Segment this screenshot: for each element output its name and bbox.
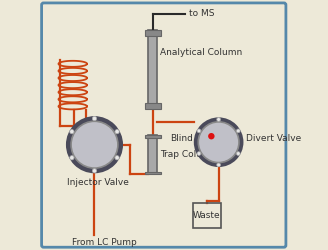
- Circle shape: [197, 152, 201, 156]
- Bar: [145, 172, 161, 174]
- Circle shape: [217, 163, 220, 167]
- Text: Blind: Blind: [170, 134, 193, 143]
- Circle shape: [92, 116, 97, 121]
- Circle shape: [208, 133, 215, 140]
- Bar: [145, 103, 161, 109]
- Circle shape: [198, 122, 239, 162]
- Circle shape: [115, 130, 119, 134]
- Circle shape: [194, 118, 243, 167]
- FancyBboxPatch shape: [42, 3, 286, 247]
- Circle shape: [236, 152, 240, 156]
- Bar: [193, 203, 221, 228]
- Circle shape: [70, 156, 74, 160]
- Circle shape: [236, 129, 240, 133]
- Circle shape: [70, 130, 74, 134]
- Text: Trap Column: Trap Column: [160, 150, 217, 159]
- Circle shape: [115, 156, 119, 160]
- Bar: [148, 135, 157, 174]
- Text: to MS: to MS: [189, 9, 214, 18]
- Text: Analytical Column: Analytical Column: [160, 48, 242, 57]
- Circle shape: [92, 169, 97, 173]
- Text: Divert Valve: Divert Valve: [246, 134, 302, 143]
- Bar: [145, 30, 161, 36]
- Text: Waste: Waste: [193, 211, 221, 220]
- Circle shape: [197, 129, 201, 133]
- Bar: [145, 135, 161, 138]
- Circle shape: [66, 116, 123, 173]
- Bar: [148, 30, 157, 109]
- Text: Injector Valve: Injector Valve: [67, 178, 129, 187]
- Circle shape: [71, 121, 118, 168]
- Circle shape: [217, 118, 220, 121]
- Text: From LC Pump: From LC Pump: [72, 238, 137, 247]
